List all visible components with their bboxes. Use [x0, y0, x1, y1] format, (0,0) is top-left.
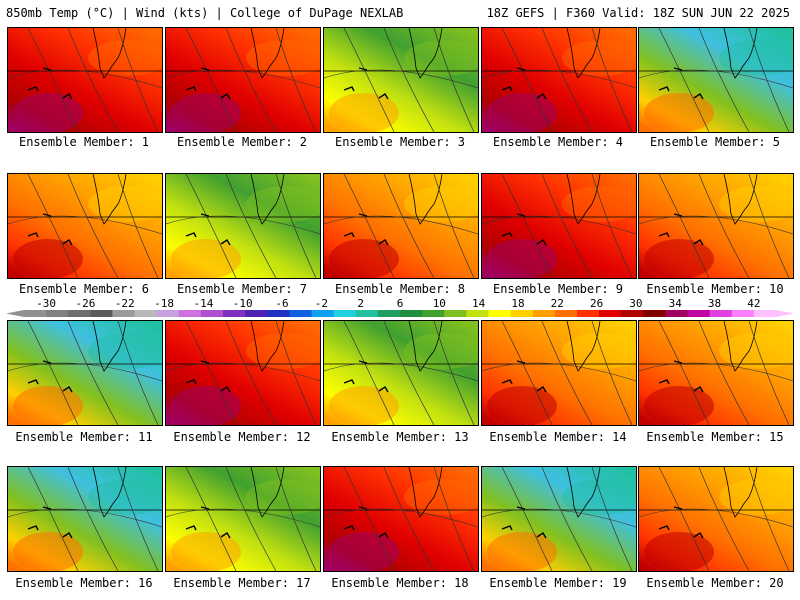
colorbar-segment — [444, 310, 467, 317]
colorbar-segment — [731, 310, 755, 317]
ensemble-member-label: Ensemble Member: 11 — [15, 430, 153, 444]
ensemble-member-label: Ensemble Member: 6 — [18, 282, 150, 296]
colorbar-tick-label: 34 — [669, 297, 683, 310]
ensemble-member-label: Ensemble Member: 13 — [331, 430, 469, 444]
colorbar-segment — [200, 310, 224, 317]
colorbar-segment — [510, 310, 534, 317]
colorbar-tick-label: -2 — [315, 297, 328, 310]
colorbar-segment — [532, 310, 556, 317]
colorbar-segment — [488, 310, 512, 317]
ensemble-member-label: Ensemble Member: 17 — [173, 576, 311, 590]
ensemble-member-label: Ensemble Member: 19 — [489, 576, 627, 590]
ensemble-member-map — [638, 173, 794, 279]
ensemble-member-label: Ensemble Member: 15 — [646, 430, 784, 444]
colorbar-segment — [178, 310, 202, 317]
ensemble-member-label: Ensemble Member: 2 — [176, 135, 308, 149]
ensemble-member-label: Ensemble Member: 1 — [18, 135, 150, 149]
colorbar-max-arrow — [776, 310, 794, 317]
colorbar-segment — [245, 310, 268, 317]
ensemble-member-map — [165, 173, 321, 279]
ensemble-member-map — [323, 320, 479, 426]
ensemble-member-map — [7, 173, 163, 279]
colorbar-tick-label: -10 — [233, 297, 253, 310]
colorbar-tick-label: 30 — [629, 297, 642, 310]
colorbar-segment — [355, 310, 379, 317]
colorbar-tick-label: 14 — [472, 297, 486, 310]
ensemble-member-map — [323, 466, 479, 572]
ensemble-member-map — [481, 466, 637, 572]
colorbar-segment — [576, 310, 600, 317]
ensemble-member-label: Ensemble Member: 12 — [173, 430, 311, 444]
colorbar-segment — [223, 310, 246, 317]
colorbar-tick-label: -14 — [193, 297, 213, 310]
map-title: 850mb Temp (°C) | Wind (kts) | College o… — [6, 6, 404, 20]
ensemble-member-map — [638, 320, 794, 426]
colorbar-segment — [46, 310, 69, 317]
ensemble-member-map — [638, 27, 794, 133]
model-valid-time: 18Z GEFS | F360 Valid: 18Z SUN JUN 22 20… — [486, 6, 790, 20]
ensemble-member-map — [7, 27, 163, 133]
colorbar-tick-label: -18 — [154, 297, 174, 310]
colorbar-segment — [377, 310, 401, 317]
colorbar-tick-label: 38 — [708, 297, 721, 310]
colorbar-tick-label: 18 — [511, 297, 524, 310]
ensemble-member-label: Ensemble Member: 3 — [334, 135, 466, 149]
ensemble-member-label: Ensemble Member: 4 — [492, 135, 624, 149]
colorbar-segment — [621, 310, 644, 317]
colorbar-tick-label: 26 — [590, 297, 603, 310]
colorbar-segment — [466, 310, 489, 317]
ensemble-member-label: Ensemble Member: 9 — [492, 282, 624, 296]
colorbar-segment — [687, 310, 711, 317]
colorbar-segment — [68, 310, 91, 317]
colorbar-tick-label: 2 — [357, 297, 364, 310]
ensemble-member-label: Ensemble Member: 16 — [15, 576, 153, 590]
ensemble-member-map — [481, 320, 637, 426]
colorbar-segment — [643, 310, 666, 317]
colorbar-tick-label: 42 — [747, 297, 760, 310]
colorbar-segment — [112, 310, 136, 317]
ensemble-member-label: Ensemble Member: 7 — [176, 282, 308, 296]
colorbar-tick-label: -26 — [76, 297, 96, 310]
ensemble-member-label: Ensemble Member: 5 — [649, 135, 781, 149]
colorbar-tick-label: -22 — [115, 297, 135, 310]
ensemble-member-map — [638, 466, 794, 572]
colorbar-segment — [554, 310, 578, 317]
ensemble-member-label: Ensemble Member: 8 — [334, 282, 466, 296]
colorbar-tick-label: 22 — [551, 297, 564, 310]
colorbar-segment — [90, 310, 113, 317]
ensemble-member-map — [7, 320, 163, 426]
colorbar-tick-label: -30 — [36, 297, 56, 310]
colorbar-segment — [665, 310, 689, 317]
ensemble-member-map — [165, 466, 321, 572]
colorbar-segment — [599, 310, 622, 317]
colorbar-segment — [311, 310, 335, 317]
colorbar-segment — [267, 310, 290, 317]
colorbar-segment — [333, 310, 357, 317]
ensemble-member-map — [7, 466, 163, 572]
colorbar-segment — [156, 310, 180, 317]
ensemble-member-label: Ensemble Member: 10 — [646, 282, 784, 296]
ensemble-member-map — [323, 173, 479, 279]
colorbar-tick-label: -6 — [275, 297, 288, 310]
colorbar-min-arrow — [6, 310, 24, 317]
ensemble-member-map — [165, 320, 321, 426]
colorbar-segment — [289, 310, 313, 317]
colorbar-segment — [400, 310, 423, 317]
colorbar-segment — [422, 310, 445, 317]
ensemble-member-map — [481, 173, 637, 279]
colorbar-tick-label: 10 — [433, 297, 446, 310]
ensemble-member-map — [165, 27, 321, 133]
ensemble-member-map — [481, 27, 637, 133]
ensemble-member-label: Ensemble Member: 20 — [646, 576, 784, 590]
ensemble-member-label: Ensemble Member: 14 — [489, 430, 627, 444]
temperature-colorbar: -30 -26 -22 -18 -14 -10 -6 -2 2 6 10 14 18 22 26 30 34 38… — [6, 297, 794, 317]
colorbar-segment — [753, 310, 777, 317]
colorbar-segment — [24, 310, 47, 317]
colorbar-segment — [134, 310, 158, 317]
colorbar-tick-label: 6 — [397, 297, 404, 310]
ensemble-member-label: Ensemble Member: 18 — [331, 576, 469, 590]
ensemble-member-map — [323, 27, 479, 133]
colorbar-segment — [709, 310, 733, 317]
